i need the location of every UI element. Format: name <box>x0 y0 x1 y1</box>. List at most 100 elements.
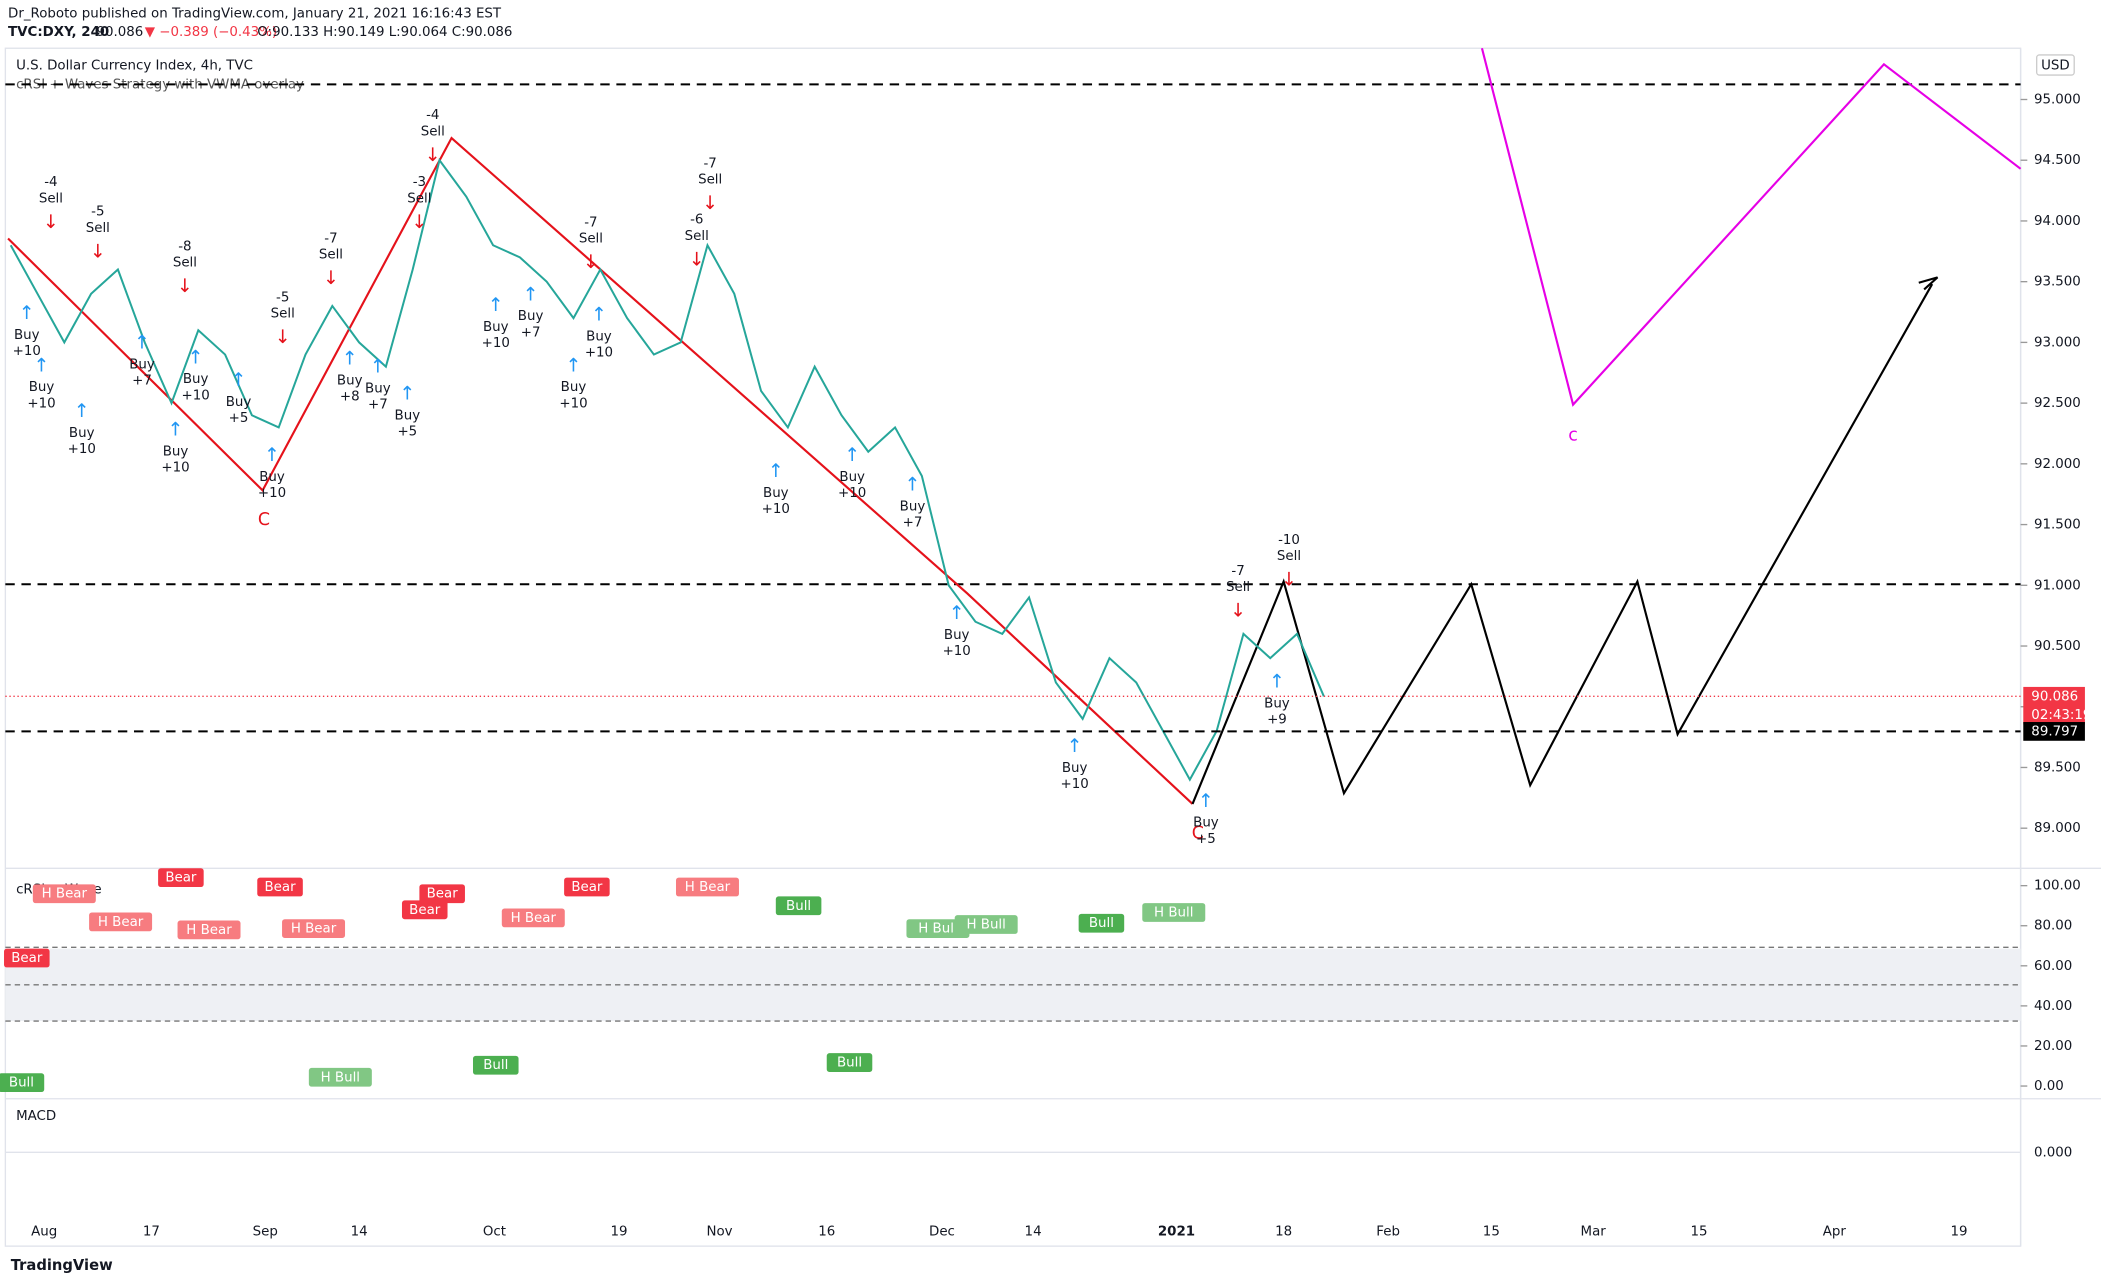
signal-score: +5 <box>229 411 249 426</box>
signal-tag <box>826 1053 873 1072</box>
signal-tag-text: H Bear <box>291 922 337 937</box>
signal-score: +7 <box>368 398 388 413</box>
signal-tag-text: H Bear <box>186 923 232 938</box>
signal-text: Buy <box>337 374 363 389</box>
signal-score: -7 <box>703 156 716 171</box>
signal-text: Sell <box>319 248 343 263</box>
signal-tag <box>472 1055 519 1075</box>
signal-score: +10 <box>13 344 41 359</box>
sell-arrow: ↓ <box>1281 570 1297 591</box>
y-tick-label: 91.000 <box>2034 578 2081 593</box>
signal-score: -5 <box>91 205 104 220</box>
y-tick-label: 94.000 <box>2034 214 2081 229</box>
signal-tag-text: Bear <box>165 871 197 886</box>
signal-text: Buy <box>586 329 612 344</box>
signal-tag <box>308 1067 372 1087</box>
signal-score: +10 <box>585 345 613 360</box>
x-tick-label: 14 <box>351 1224 368 1239</box>
signal-text: Buy <box>129 357 155 372</box>
signal-text: Buy <box>29 380 55 395</box>
buy-arrow: ↑ <box>488 295 504 316</box>
signal-score: +8 <box>340 390 360 405</box>
signal-score: +10 <box>182 388 210 403</box>
y-tick-label: 0.000 <box>2034 1145 2072 1160</box>
y-tick-label: 0.00 <box>2034 1079 2064 1094</box>
y-tick-label: 90.500 <box>2034 639 2081 654</box>
signal-tag <box>257 877 303 897</box>
signal-score: -7 <box>584 215 597 230</box>
buy-arrow: ↑ <box>1269 672 1285 693</box>
projection-drawing <box>1191 283 1934 805</box>
signal-text: Buy <box>163 445 189 460</box>
symbol: TVC:DXY, 240 <box>8 25 109 40</box>
arrow-head <box>1918 276 1939 291</box>
buy-arrow: ↑ <box>399 383 415 404</box>
currency: USD <box>2041 59 2070 74</box>
signal-tag-text: H Bear <box>685 880 731 895</box>
signal-text: Buy <box>226 395 252 410</box>
signal-tag <box>177 920 241 940</box>
signal-text: Sell <box>86 221 110 236</box>
signal-text: Sell <box>1277 549 1301 564</box>
signal-tag-text: Bull <box>837 1056 862 1071</box>
change: ▼ −0.389 (−0.43%) <box>145 25 277 40</box>
signal-score: +9 <box>1267 713 1287 728</box>
signal-text: Buy <box>183 372 209 387</box>
overlay-title: cRSI + Waves Strategy with VWMA overlay <box>16 77 304 92</box>
signal-tag <box>775 896 822 916</box>
signal-text: Buy <box>900 499 926 514</box>
signal-tag-text: H Bear <box>511 911 557 926</box>
buy-arrow: ↑ <box>34 355 50 376</box>
footer: TradingView <box>11 1257 113 1274</box>
signal-score: +10 <box>161 461 189 476</box>
sell-arrow: ↓ <box>177 276 193 297</box>
x-tick-label: 15 <box>1483 1224 1500 1239</box>
signal-score: +10 <box>258 486 286 501</box>
last: 90.086 <box>96 25 143 40</box>
signal-score: +7 <box>903 516 923 531</box>
y-tick-label: 94.500 <box>2034 153 2081 168</box>
signal-tag <box>282 919 346 938</box>
x-tick-label: 18 <box>1275 1224 1292 1239</box>
rsi-guides <box>5 946 2021 1022</box>
last-price-box <box>2023 686 2085 725</box>
y-tick-label: 89.000 <box>2034 821 2081 836</box>
buy-arrow: ↑ <box>591 304 607 325</box>
buy-arrow: ↑ <box>370 357 386 378</box>
signal-score: -8 <box>178 240 191 255</box>
signal-text: Buy <box>1193 816 1219 831</box>
level-label: 89.797 <box>2031 724 2078 739</box>
chart-title: U.S. Dollar Currency Index, 4h, TVC <box>16 59 253 74</box>
signal-score: +10 <box>838 486 866 501</box>
x-tick-label: 14 <box>1025 1224 1042 1239</box>
buy-arrow: ↑ <box>134 333 150 354</box>
buy-arrow: ↑ <box>905 475 921 496</box>
buy-arrow: ↑ <box>74 401 90 422</box>
x-tick-label: Dec <box>929 1224 955 1239</box>
signal-score: +10 <box>68 442 96 457</box>
macd-title: MACD <box>16 1109 56 1124</box>
levels <box>5 83 2021 586</box>
signal-score: +7 <box>521 325 541 340</box>
signal-score: -7 <box>1231 564 1244 579</box>
signal-score: +10 <box>1061 777 1089 792</box>
signal-tag-text: H Bull <box>1154 905 1193 920</box>
signal-text: Buy <box>561 380 587 395</box>
signal-score: +10 <box>943 644 971 659</box>
x-tick-label: Oct <box>483 1224 506 1239</box>
signal-text: Buy <box>763 486 789 501</box>
signal-tag-text: Bear <box>11 951 43 966</box>
x-tick-label: 16 <box>818 1224 835 1239</box>
y-tick-label: 80.00 <box>2034 919 2072 934</box>
signal-tag <box>906 919 970 938</box>
x-tick-label: Sep <box>253 1224 278 1239</box>
signal-text: Buy <box>944 628 970 643</box>
signal-tag <box>1142 903 1206 922</box>
buy-arrow: ↑ <box>949 603 965 624</box>
signal-text: Sell <box>685 229 709 244</box>
signal-tag <box>89 912 153 932</box>
signal-tag <box>401 900 448 920</box>
signal-score: -5 <box>276 290 289 305</box>
